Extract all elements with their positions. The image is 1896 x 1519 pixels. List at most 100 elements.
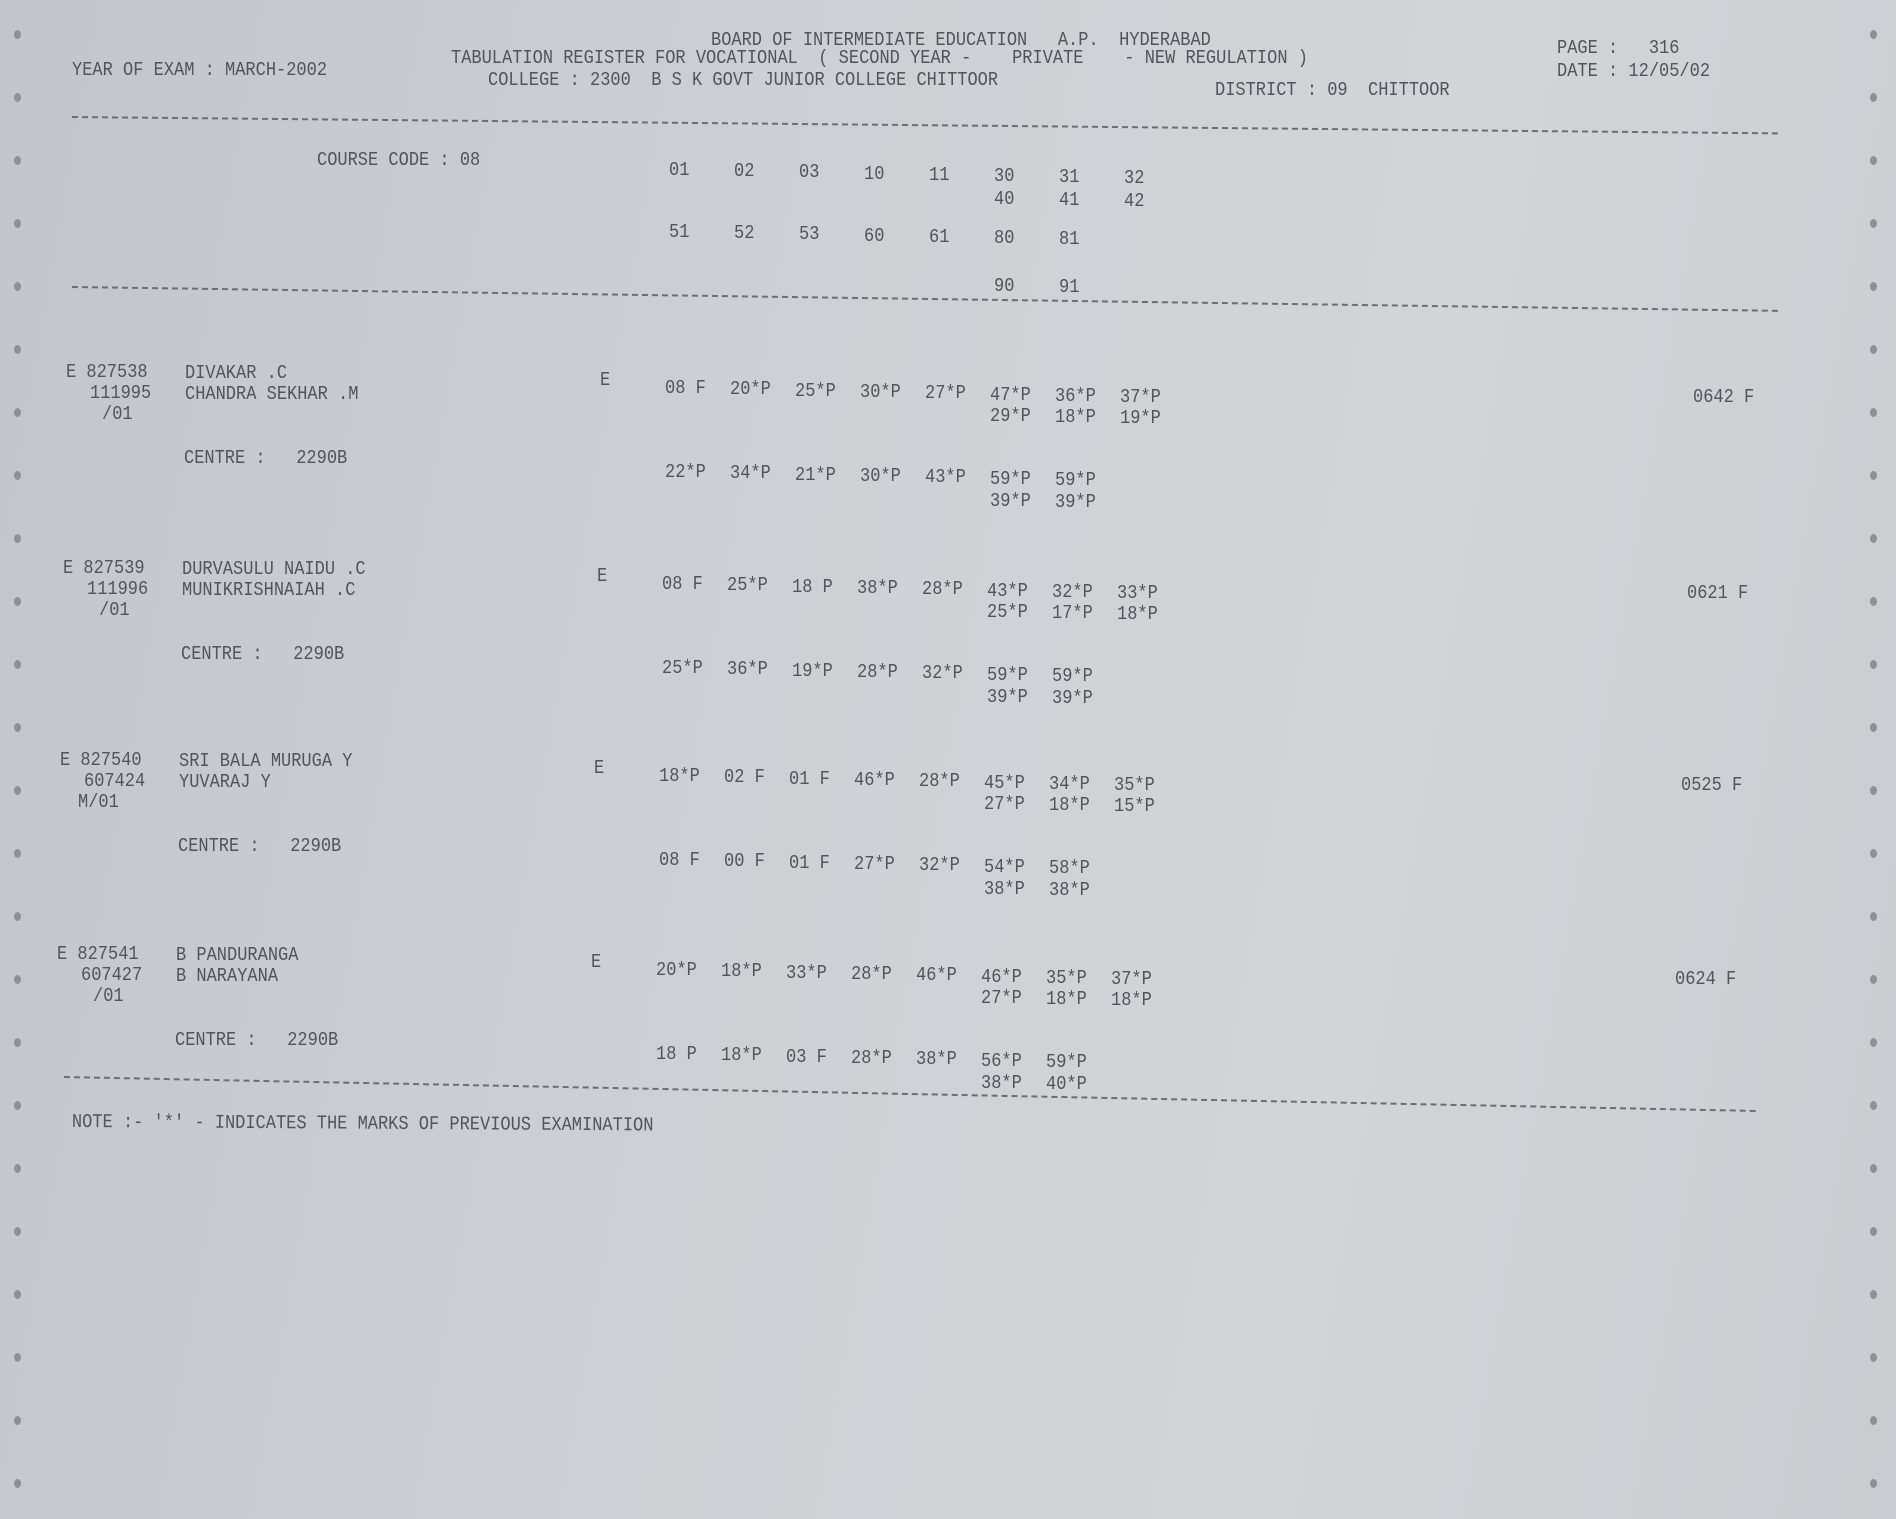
- subject-code: 53: [799, 224, 820, 247]
- perforation-hole: [14, 30, 21, 39]
- perforation-hole: [14, 1164, 21, 1173]
- subject-code: 31: [1059, 167, 1080, 190]
- perforation-hole: [1870, 408, 1877, 417]
- subject-mark: 18*P: [1111, 990, 1152, 1012]
- subject-mark: 34*P: [1049, 773, 1090, 796]
- exam-centre: CENTRE : 2290B: [175, 1030, 339, 1052]
- subject-code: 81: [1059, 229, 1080, 252]
- perforation-hole: [1870, 1227, 1877, 1236]
- perforation-hole: [1870, 1290, 1877, 1299]
- subject-mark: 08 F: [659, 850, 700, 872]
- student-name: DURVASULU NAIDU .C: [182, 559, 366, 581]
- subject-code: 10: [864, 163, 885, 186]
- subject-mark: 47*P: [990, 384, 1031, 407]
- subject-mark: 37*P: [1111, 969, 1152, 991]
- subject-mark: 38*P: [916, 1049, 957, 1072]
- subject-mark: 18*P: [1055, 406, 1096, 429]
- divider: [71, 116, 1778, 135]
- perforation-hole: [14, 1353, 21, 1362]
- subject-mark: 35*P: [1046, 967, 1087, 990]
- subject-mark: 27*P: [984, 793, 1025, 816]
- subject-mark: 46*P: [854, 769, 895, 792]
- subject-mark: 39*P: [1052, 687, 1093, 710]
- subject-mark: 18*P: [1117, 604, 1158, 626]
- subject-code: 60: [864, 225, 885, 248]
- subject-mark: 33*P: [1117, 583, 1158, 605]
- perforation-hole: [14, 282, 21, 291]
- subject-mark: 18 P: [792, 576, 833, 599]
- total-marks-result: 0642 F: [1693, 387, 1755, 409]
- subject-mark: 43*P: [925, 467, 966, 490]
- district-line: DISTRICT : 09 CHITTOOR: [1215, 80, 1450, 102]
- perforation-hole: [1870, 660, 1877, 669]
- year-of-exam: YEAR OF EXAM : MARCH-2002: [72, 60, 328, 82]
- subject-mark: 37*P: [1120, 387, 1161, 409]
- subject-mark: 00 F: [724, 851, 765, 874]
- subject-mark: 19*P: [792, 660, 833, 683]
- registration-suffix: /01: [93, 986, 124, 1008]
- subject-mark: 38*P: [981, 1072, 1022, 1095]
- perforation-hole: [1870, 912, 1877, 921]
- subject-code: 01: [669, 160, 690, 182]
- subject-code: 61: [929, 226, 950, 249]
- registration-number: 607424: [84, 771, 146, 793]
- perforation-hole: [1870, 93, 1877, 102]
- subject-mark: 18*P: [659, 766, 700, 788]
- subject-code: 80: [994, 228, 1015, 250]
- perforation-hole: [14, 471, 21, 480]
- subject-mark: 18*P: [1046, 988, 1087, 1011]
- total-marks-result: 0525 F: [1681, 775, 1743, 797]
- perforation-hole: [14, 597, 21, 606]
- subject-mark: 58*P: [1049, 857, 1090, 880]
- subject-mark: 29*P: [990, 405, 1031, 428]
- subject-mark: 25*P: [662, 658, 703, 680]
- subject-mark: 21*P: [795, 464, 836, 487]
- perforation-hole: [14, 723, 21, 732]
- total-marks-result: 0624 F: [1675, 969, 1737, 991]
- subject-mark: 32*P: [1052, 581, 1093, 604]
- divider: [71, 286, 1778, 312]
- father-name: B NARAYANA: [176, 966, 279, 988]
- perforation-hole: [1870, 1416, 1877, 1425]
- subject-mark: 18*P: [721, 1045, 762, 1068]
- subject-code: 51: [669, 222, 690, 244]
- perforation-hole: [14, 534, 21, 543]
- total-marks-result: 0621 F: [1687, 583, 1749, 605]
- college-line: COLLEGE : 2300 B S K GOVT JUNIOR COLLEGE…: [488, 70, 999, 92]
- father-name: CHANDRA SEKHAR .M: [185, 384, 359, 406]
- registration-suffix: M/01: [78, 792, 119, 814]
- subject-mark: 28*P: [919, 771, 960, 794]
- perforation-hole: [14, 660, 21, 669]
- subject-mark: 20*P: [656, 960, 697, 982]
- subject-code: 11: [929, 164, 950, 187]
- perforation-hole: [14, 93, 21, 102]
- subject-mark: 03 F: [786, 1046, 827, 1069]
- subject-mark: 36*P: [727, 659, 768, 682]
- hall-ticket-number: E 827540: [60, 750, 142, 772]
- perforation-hole: [14, 912, 21, 921]
- subject-mark: 15*P: [1114, 796, 1155, 818]
- perforation-hole: [1870, 534, 1877, 543]
- perforation-hole: [14, 849, 21, 858]
- subject-mark: 54*P: [984, 856, 1025, 879]
- subject-mark: 59*P: [987, 664, 1028, 687]
- perforation-hole: [1870, 723, 1877, 732]
- subject-code: 42: [1124, 191, 1145, 214]
- subject-mark: 01 F: [789, 852, 830, 875]
- perforation-hole: [14, 1479, 21, 1488]
- print-date: DATE : 12/05/02: [1557, 61, 1711, 83]
- medium: E: [597, 566, 608, 588]
- student-name: B PANDURANGA: [176, 945, 299, 967]
- subject-mark: 36*P: [1055, 385, 1096, 408]
- perforation-hole: [14, 1101, 21, 1110]
- subject-mark: 28*P: [851, 963, 892, 986]
- subject-mark: 32*P: [922, 663, 963, 686]
- student-name: DIVAKAR .C: [185, 363, 288, 385]
- registration-number: 111995: [90, 383, 152, 405]
- page-number: PAGE : 316: [1557, 38, 1680, 60]
- registration-suffix: /01: [99, 600, 130, 622]
- subject-mark: 33*P: [786, 962, 827, 985]
- subject-mark: 59*P: [1052, 665, 1093, 688]
- footnote: NOTE :- '*' - INDICATES THE MARKS OF PRE…: [71, 1112, 654, 1138]
- exam-centre: CENTRE : 2290B: [181, 644, 345, 666]
